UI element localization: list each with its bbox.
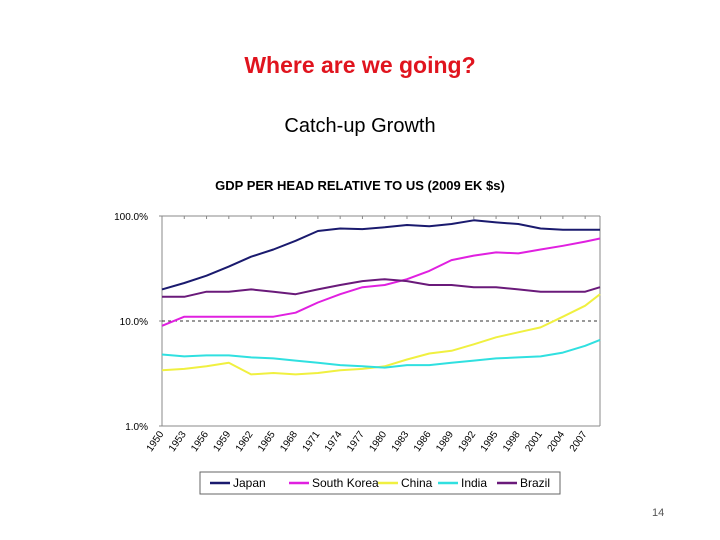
x-tick-label: 1968 bbox=[278, 429, 300, 454]
x-tick-label: 1971 bbox=[301, 429, 323, 454]
x-tick-label: 1998 bbox=[501, 429, 523, 454]
x-tick-label: 1989 bbox=[434, 429, 456, 454]
slide-subtitle: Catch-up Growth bbox=[284, 115, 436, 137]
chart-axes bbox=[161, 215, 601, 427]
x-tick-label: 1980 bbox=[367, 429, 389, 454]
series-line-south-korea bbox=[161, 237, 601, 327]
x-tick-label: 1959 bbox=[211, 429, 233, 454]
x-tick-label: 1974 bbox=[323, 429, 345, 454]
x-tick-label: 2007 bbox=[568, 429, 590, 454]
x-tick-label: 1986 bbox=[412, 429, 434, 454]
x-tick-label: 1956 bbox=[189, 429, 211, 454]
legend-label: India bbox=[461, 476, 487, 490]
series-layer bbox=[161, 219, 601, 376]
series-line-china bbox=[161, 293, 601, 376]
x-tick-label: 1953 bbox=[167, 429, 189, 454]
x-tick-label: 1995 bbox=[479, 429, 501, 454]
x-tick-label: 2001 bbox=[523, 429, 545, 454]
series-line-brazil bbox=[162, 278, 601, 298]
series-line-india bbox=[161, 338, 601, 369]
chart-title: GDP PER HEAD RELATIVE TO US (2009 EK $s) bbox=[215, 178, 505, 193]
x-tick-label: 1983 bbox=[390, 429, 412, 454]
legend-label: Japan bbox=[233, 476, 266, 490]
series-line-japan bbox=[161, 219, 600, 291]
legend-label: South Korea bbox=[312, 476, 379, 490]
legend-label: Brazil bbox=[520, 476, 550, 490]
legend-label: China bbox=[401, 476, 433, 490]
x-tick-label: 1992 bbox=[456, 429, 478, 454]
slide-number: 14 bbox=[652, 507, 665, 519]
x-tick-label: 1977 bbox=[345, 429, 367, 454]
y-tick-label: 100.0% bbox=[114, 212, 148, 223]
x-tick-label: 1965 bbox=[256, 429, 278, 454]
tick-labels: 100.0%10.0%1.0%1950 1953 1956 1959 1962 1965 1… bbox=[114, 212, 590, 454]
chart-legend: Japan South Korea China India Brazil bbox=[199, 471, 561, 495]
slide-title: Where are we going? bbox=[244, 52, 476, 78]
y-tick-label: 1.0% bbox=[125, 422, 148, 433]
y-tick-label: 10.0% bbox=[120, 317, 148, 328]
x-tick-label: 2004 bbox=[546, 429, 568, 454]
x-tick-label: 1962 bbox=[234, 429, 256, 454]
